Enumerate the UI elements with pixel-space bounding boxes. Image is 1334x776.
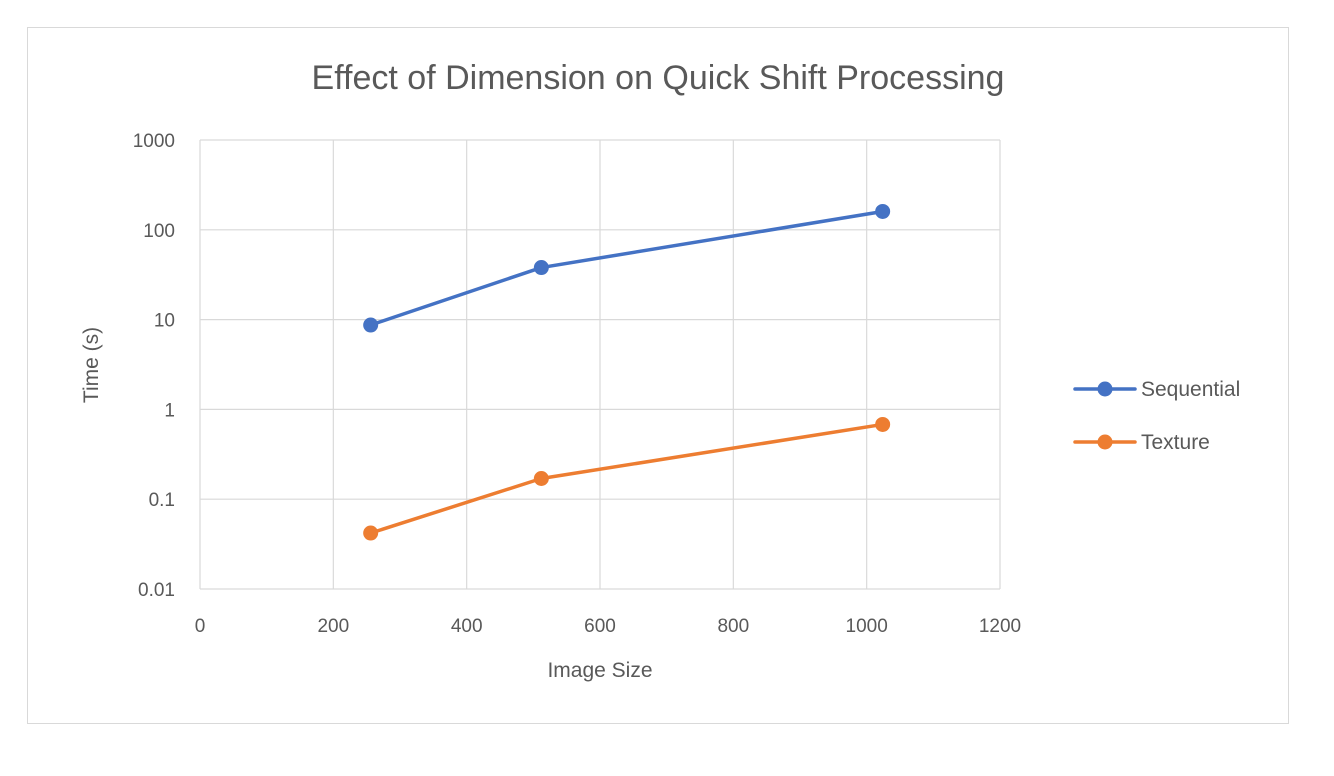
series-line — [368, 422, 885, 535]
y-axis-label: Time (s) — [80, 327, 103, 403]
legend-label: Sequential — [1141, 378, 1240, 401]
x-axis-label: Image Size — [547, 659, 652, 682]
grid — [199, 139, 1001, 590]
x-tick-label: 800 — [717, 616, 749, 637]
data-point — [875, 203, 891, 219]
data-point — [533, 471, 549, 487]
legend-label: Texture — [1141, 431, 1210, 454]
legend-item-sequential: Sequential — [1073, 378, 1240, 401]
y-tick-label: 100 — [143, 221, 175, 242]
legend: Sequential Texture — [1073, 378, 1240, 454]
y-tick-label: 1 — [164, 400, 175, 421]
x-tick-label: 1000 — [846, 616, 888, 637]
x-tick-label: 400 — [451, 616, 483, 637]
x-axis-ticks: 0 200 400 600 800 1000 1200 — [195, 616, 1021, 637]
x-tick-label: 1200 — [979, 616, 1021, 637]
data-point — [533, 260, 549, 276]
x-tick-label: 200 — [317, 616, 349, 637]
legend-marker — [1097, 381, 1113, 397]
y-tick-label: 1000 — [133, 131, 175, 152]
series-line — [368, 209, 885, 327]
data-point — [363, 525, 379, 541]
series-texture — [363, 416, 891, 541]
legend-item-texture: Texture — [1073, 431, 1210, 454]
legend-marker — [1097, 434, 1113, 450]
series — [363, 203, 891, 541]
y-axis-ticks: 0.01 0.1 1 10 100 1000 — [133, 131, 175, 601]
x-tick-label: 600 — [584, 616, 616, 637]
series-sequential — [363, 203, 891, 333]
x-tick-label: 0 — [195, 616, 206, 637]
chart-frame — [27, 27, 1289, 724]
data-point — [875, 416, 891, 432]
y-tick-label: 0.1 — [149, 490, 175, 511]
y-tick-label: 10 — [154, 311, 175, 332]
chart-title: Effect of Dimension on Quick Shift Proce… — [312, 59, 1005, 97]
data-point — [363, 317, 379, 333]
y-tick-label: 0.01 — [138, 580, 175, 601]
